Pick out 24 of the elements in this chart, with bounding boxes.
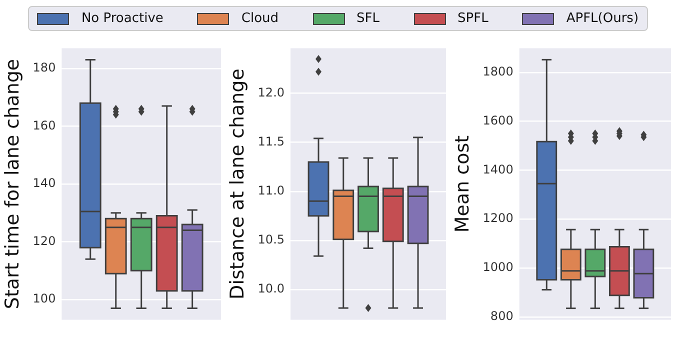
- y-tick-label: 120: [32, 234, 56, 248]
- y-axis-title: Mean cost: [451, 135, 474, 233]
- y-tick-label: 800: [490, 308, 514, 323]
- legend-label: APFL(Ours): [566, 11, 639, 26]
- legend-label: SFL: [356, 11, 380, 26]
- y-tick-label: 10.5: [258, 232, 285, 247]
- y-tick-label: 1600: [482, 113, 514, 128]
- y-tick-label: 1000: [482, 260, 514, 274]
- y-tick-label: 140: [32, 176, 56, 190]
- y-tick-label: 11.0: [258, 183, 285, 198]
- y-tick-label: 10.0: [258, 282, 285, 296]
- y-tick-label: 12.0: [258, 85, 285, 100]
- y-tick-label: 11.5: [258, 134, 285, 148]
- y-tick-label: 1200: [482, 211, 514, 226]
- legend-label: No Proactive: [81, 11, 164, 26]
- y-tick-label: 180: [32, 60, 56, 75]
- y-tick-label: 1400: [482, 162, 514, 176]
- y-tick-label: 1800: [482, 64, 514, 79]
- legend-label: Cloud: [241, 11, 279, 26]
- y-axis-title: Distance at lane change: [226, 68, 248, 300]
- y-tick-label: 100: [32, 292, 56, 306]
- legend-label: SPFL: [458, 11, 488, 26]
- y-axis-title: Start time for lane change: [1, 58, 24, 310]
- y-tick-label: 160: [32, 118, 56, 132]
